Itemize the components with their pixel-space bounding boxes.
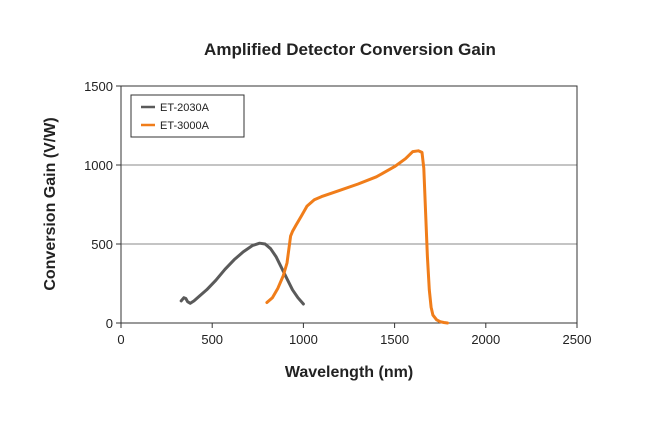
x-tick-label-4: 2000 [471,332,500,347]
y-tick-label-0: 0 [106,316,113,331]
series-line-et-3000a [265,149,449,325]
y-tick-label-1: 500 [91,237,113,252]
x-tick-label-2: 1000 [289,332,318,347]
x-tick-label-0: 0 [117,332,124,347]
series-lines [179,149,449,325]
legend-label-et-2030a: ET-2030A [160,102,210,114]
chart-title: Amplified Detector Conversion Gain [204,40,496,59]
x-tick-label-3: 1500 [380,332,409,347]
axis-ticks: 0 500 1000 1500 0 500 1000 1500 2000 2500 [84,79,591,347]
plot-area-frame [120,85,578,324]
y-tick-label-2: 1000 [84,158,113,173]
x-tick-label-5: 2500 [563,332,592,347]
y-axis-label: Conversion Gain (V/W) [42,117,59,290]
legend-box [130,94,245,138]
grid-lines [121,164,577,245]
x-tick-label-1: 500 [201,332,223,347]
legend: ET-2030A ET-3000A [130,94,245,138]
legend-label-et-3000a: ET-3000A [160,120,210,132]
x-axis-label: Wavelength (nm) [285,364,413,381]
y-tick-label-3: 1500 [84,79,113,94]
